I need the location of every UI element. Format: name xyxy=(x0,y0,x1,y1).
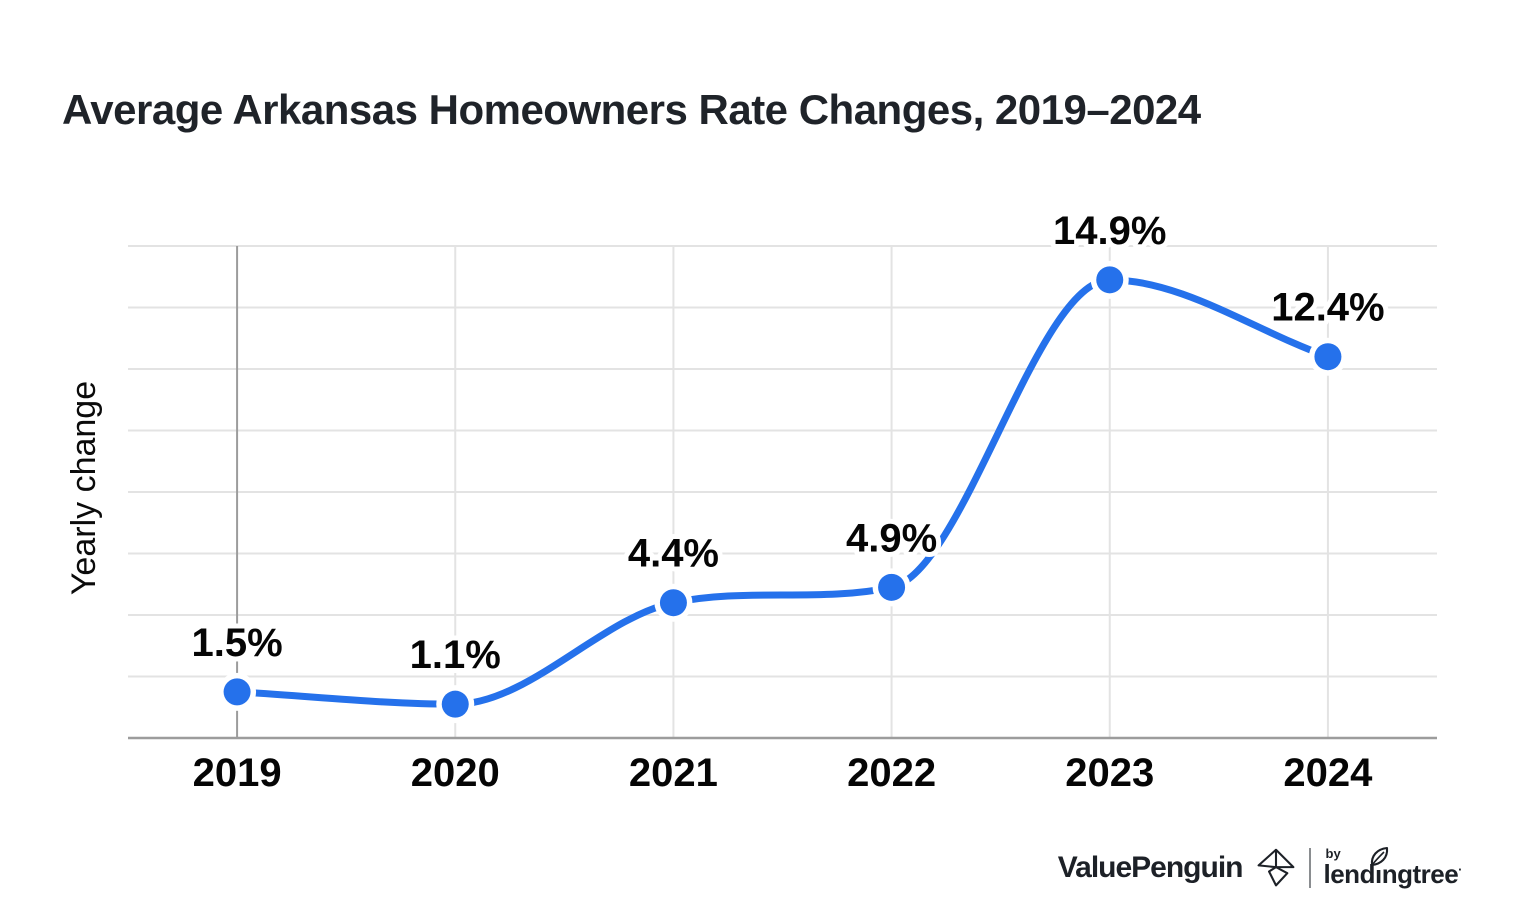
data-point-marker xyxy=(223,678,251,706)
data-point-label: 1.5% xyxy=(191,621,282,665)
leaf-icon xyxy=(1370,846,1389,867)
lendingtree-text-pre: lend xyxy=(1323,859,1376,889)
data-point-marker xyxy=(1096,266,1124,294)
x-axis-tick-label: 2022 xyxy=(847,751,936,795)
x-axis-tick-label: 2023 xyxy=(1065,751,1154,795)
data-point-label: 12.4% xyxy=(1271,286,1384,330)
lendingtree-letter-i: i xyxy=(1370,846,1389,888)
y-axis-title: Yearly change xyxy=(65,381,103,595)
x-axis-tick-label: 2021 xyxy=(629,751,718,795)
data-point-label: 4.4% xyxy=(628,532,719,576)
by-label: by xyxy=(1325,846,1341,861)
data-point-label: 4.9% xyxy=(846,516,937,560)
data-point-marker xyxy=(441,690,469,718)
series-layer xyxy=(218,260,1347,724)
lendingtree-wordmark: lend i ngtree · xyxy=(1323,846,1462,889)
data-point-marker xyxy=(1314,343,1342,371)
data-point-label: 14.9% xyxy=(1053,209,1166,253)
data-point-marker xyxy=(878,573,906,601)
x-axis-tick-label: 2019 xyxy=(193,751,282,795)
valuepenguin-logo-icon xyxy=(1257,848,1294,887)
label-layer: 1.5% 1.1% 4.4% 4.9% 14.9% 12.4% 2019 2020 2021 20… xyxy=(186,204,1389,795)
data-point-label: 1.1% xyxy=(410,633,501,677)
lendingtree-text-post: ngtree xyxy=(1381,859,1459,889)
logo-divider xyxy=(1308,848,1311,888)
i-dot-cover xyxy=(1374,862,1383,870)
grid-layer xyxy=(128,245,1437,740)
trademark-dot: · xyxy=(1458,862,1462,877)
x-axis-tick-label: 2024 xyxy=(1283,751,1373,795)
chart-title: Average Arkansas Homeowners Rate Changes… xyxy=(62,86,1201,133)
valuepenguin-wordmark: ValuePenguin xyxy=(1057,851,1244,884)
footer-branding: ValuePenguin by lend i ngtree · xyxy=(1058,844,1462,892)
x-axis-tick-label: 2020 xyxy=(411,751,500,795)
data-point-marker xyxy=(659,589,687,617)
lendingtree-lockup: by lend i ngtree · xyxy=(1323,846,1462,889)
